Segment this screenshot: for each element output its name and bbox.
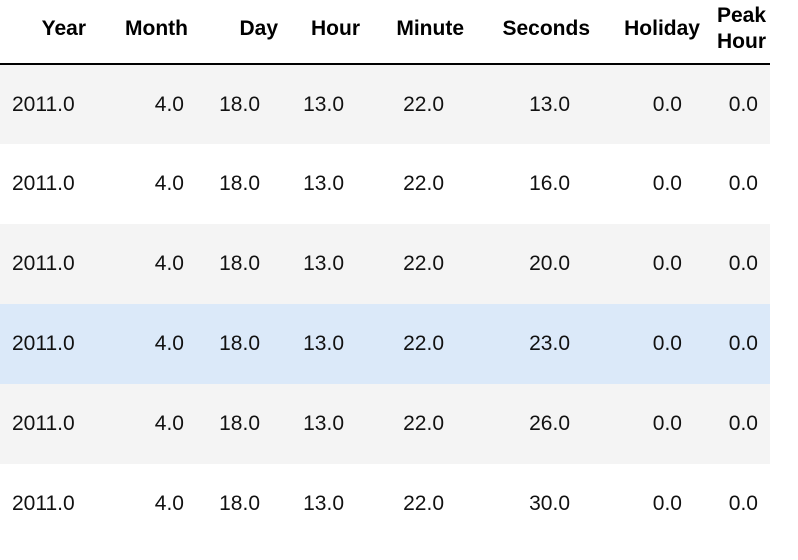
table-row[interactable]: 2011.0 4.0 18.0 13.0 22.0 30.0 0.0 0.0 bbox=[0, 464, 770, 544]
table-row[interactable]: 2011.0 4.0 18.0 13.0 22.0 20.0 0.0 0.0 bbox=[0, 224, 770, 304]
cell-hour: 13.0 bbox=[303, 92, 344, 116]
cell-seconds: 23.0 bbox=[529, 332, 570, 355]
cell-day: 18.0 bbox=[219, 92, 260, 116]
cell-year: 2011.0 bbox=[12, 412, 75, 435]
cell-peak-hour: 0.0 bbox=[728, 252, 758, 275]
cell-year: 2011.0 bbox=[12, 92, 75, 116]
cell-peak-hour: 0.0 bbox=[728, 412, 758, 435]
cell-peak-hour: 0.0 bbox=[728, 172, 758, 195]
cell-holiday: 0.0 bbox=[652, 412, 682, 435]
cell-minute: 22.0 bbox=[403, 252, 444, 275]
cell-month: 4.0 bbox=[154, 172, 184, 195]
cell-hour: 13.0 bbox=[303, 492, 344, 515]
column-header-peak-hour[interactable]: Peak Hour bbox=[700, 0, 770, 65]
cell-seconds: 20.0 bbox=[529, 252, 570, 275]
cell-day: 18.0 bbox=[219, 412, 260, 435]
cell-hour: 13.0 bbox=[303, 412, 344, 435]
cell-seconds: 30.0 bbox=[529, 492, 570, 515]
cell-holiday: 0.0 bbox=[652, 252, 682, 275]
column-header-holiday[interactable]: Holiday bbox=[590, 0, 700, 65]
cell-holiday: 0.0 bbox=[652, 332, 682, 355]
column-header-hour[interactable]: Hour bbox=[278, 0, 360, 65]
column-header-day[interactable]: Day bbox=[188, 0, 278, 65]
column-header-seconds[interactable]: Seconds bbox=[464, 0, 590, 65]
cell-peak-hour: 0.0 bbox=[728, 92, 758, 116]
cell-month: 4.0 bbox=[154, 252, 184, 275]
cell-minute: 22.0 bbox=[403, 332, 444, 355]
cell-minute: 22.0 bbox=[403, 492, 444, 515]
table-row[interactable]: 2011.0 4.0 18.0 13.0 22.0 13.0 0.0 0.0 bbox=[0, 64, 770, 144]
table-body: 2011.0 4.0 18.0 13.0 22.0 13.0 0.0 0.0 2011.0 4.0… bbox=[0, 64, 770, 544]
column-header-year[interactable]: Year bbox=[0, 0, 110, 65]
cell-hour: 13.0 bbox=[303, 252, 344, 275]
table-row[interactable]: 2011.0 4.0 18.0 13.0 22.0 16.0 0.0 0.0 bbox=[0, 144, 770, 224]
table-row[interactable]: 2011.0 4.0 18.0 13.0 22.0 23.0 0.0 0.0 bbox=[0, 304, 770, 384]
cell-minute: 22.0 bbox=[403, 412, 444, 435]
cell-year: 2011.0 bbox=[12, 332, 75, 355]
data-table: Year Month Day Hour Minute Seconds Holid… bbox=[0, 0, 770, 544]
cell-seconds: 26.0 bbox=[529, 412, 570, 435]
cell-hour: 13.0 bbox=[303, 172, 344, 195]
column-header-month[interactable]: Month bbox=[110, 0, 188, 65]
cell-seconds: 16.0 bbox=[529, 172, 570, 195]
cell-day: 18.0 bbox=[219, 252, 260, 275]
table-row[interactable]: 2011.0 4.0 18.0 13.0 22.0 26.0 0.0 0.0 bbox=[0, 384, 770, 464]
cell-minute: 22.0 bbox=[403, 172, 444, 195]
cell-hour: 13.0 bbox=[303, 332, 344, 355]
cell-month: 4.0 bbox=[154, 332, 184, 355]
cell-day: 18.0 bbox=[219, 332, 260, 355]
cell-holiday: 0.0 bbox=[652, 92, 682, 116]
cell-minute: 22.0 bbox=[403, 92, 444, 116]
cell-month: 4.0 bbox=[154, 92, 184, 116]
cell-month: 4.0 bbox=[154, 492, 184, 515]
cell-holiday: 0.0 bbox=[652, 172, 682, 195]
cell-year: 2011.0 bbox=[12, 252, 75, 275]
cell-day: 18.0 bbox=[219, 172, 260, 195]
table-header: Year Month Day Hour Minute Seconds Holid… bbox=[0, 0, 770, 65]
cell-day: 18.0 bbox=[219, 492, 260, 515]
cell-peak-hour: 0.0 bbox=[728, 332, 758, 355]
header-row: Year Month Day Hour Minute Seconds Holid… bbox=[0, 0, 770, 65]
cell-year: 2011.0 bbox=[12, 492, 75, 515]
cell-holiday: 0.0 bbox=[652, 492, 682, 515]
column-header-minute[interactable]: Minute bbox=[360, 0, 464, 65]
cell-seconds: 13.0 bbox=[529, 92, 570, 116]
cell-month: 4.0 bbox=[154, 412, 184, 435]
cell-peak-hour: 0.0 bbox=[728, 492, 758, 515]
cell-year: 2011.0 bbox=[12, 172, 75, 195]
